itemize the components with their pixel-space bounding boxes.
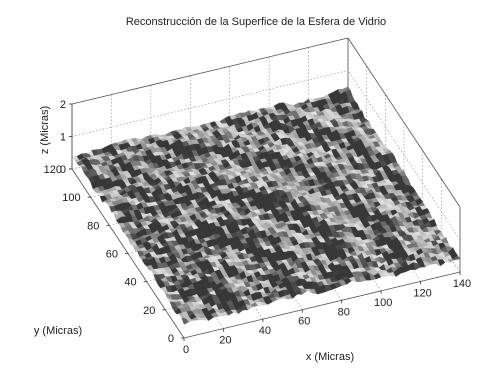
x-tick-label: 20 [219,335,231,347]
x-axis-line [183,271,461,339]
x-tick-label: 0 [183,344,189,356]
x-tick-label: 140 [453,278,471,290]
x-tick-label: 120 [413,287,431,299]
z-axis-label: z (Micras) [39,106,51,154]
z-tick-label: 1 [60,132,66,144]
surface-patch [452,255,461,260]
y-tick-label: 40 [124,277,136,289]
x-tick-label: 80 [338,306,350,318]
y-tick-label: 60 [106,249,118,261]
y-tick-label: 20 [143,305,155,317]
x-axis-label: x (Micras) [306,351,354,363]
z-tick-label: 2 [60,99,66,111]
x-tick-label: 40 [259,325,271,337]
surface-plot [71,86,461,325]
y-tick-label: 80 [87,220,99,232]
z-tick-label: 0 [60,164,66,176]
y-tick-label: 120 [44,164,62,176]
y-tick-label: 0 [168,333,174,345]
x-tick-label: 60 [298,316,310,328]
box-edge [71,37,349,105]
x-tick-label: 100 [374,297,392,309]
box-edge [347,37,461,208]
grid-line [347,70,461,240]
chart-title: Reconstrucción de la Superfice de la Esf… [126,16,386,28]
y-tick-label: 100 [62,192,80,204]
y-axis-label: y (Micras) [34,325,82,337]
